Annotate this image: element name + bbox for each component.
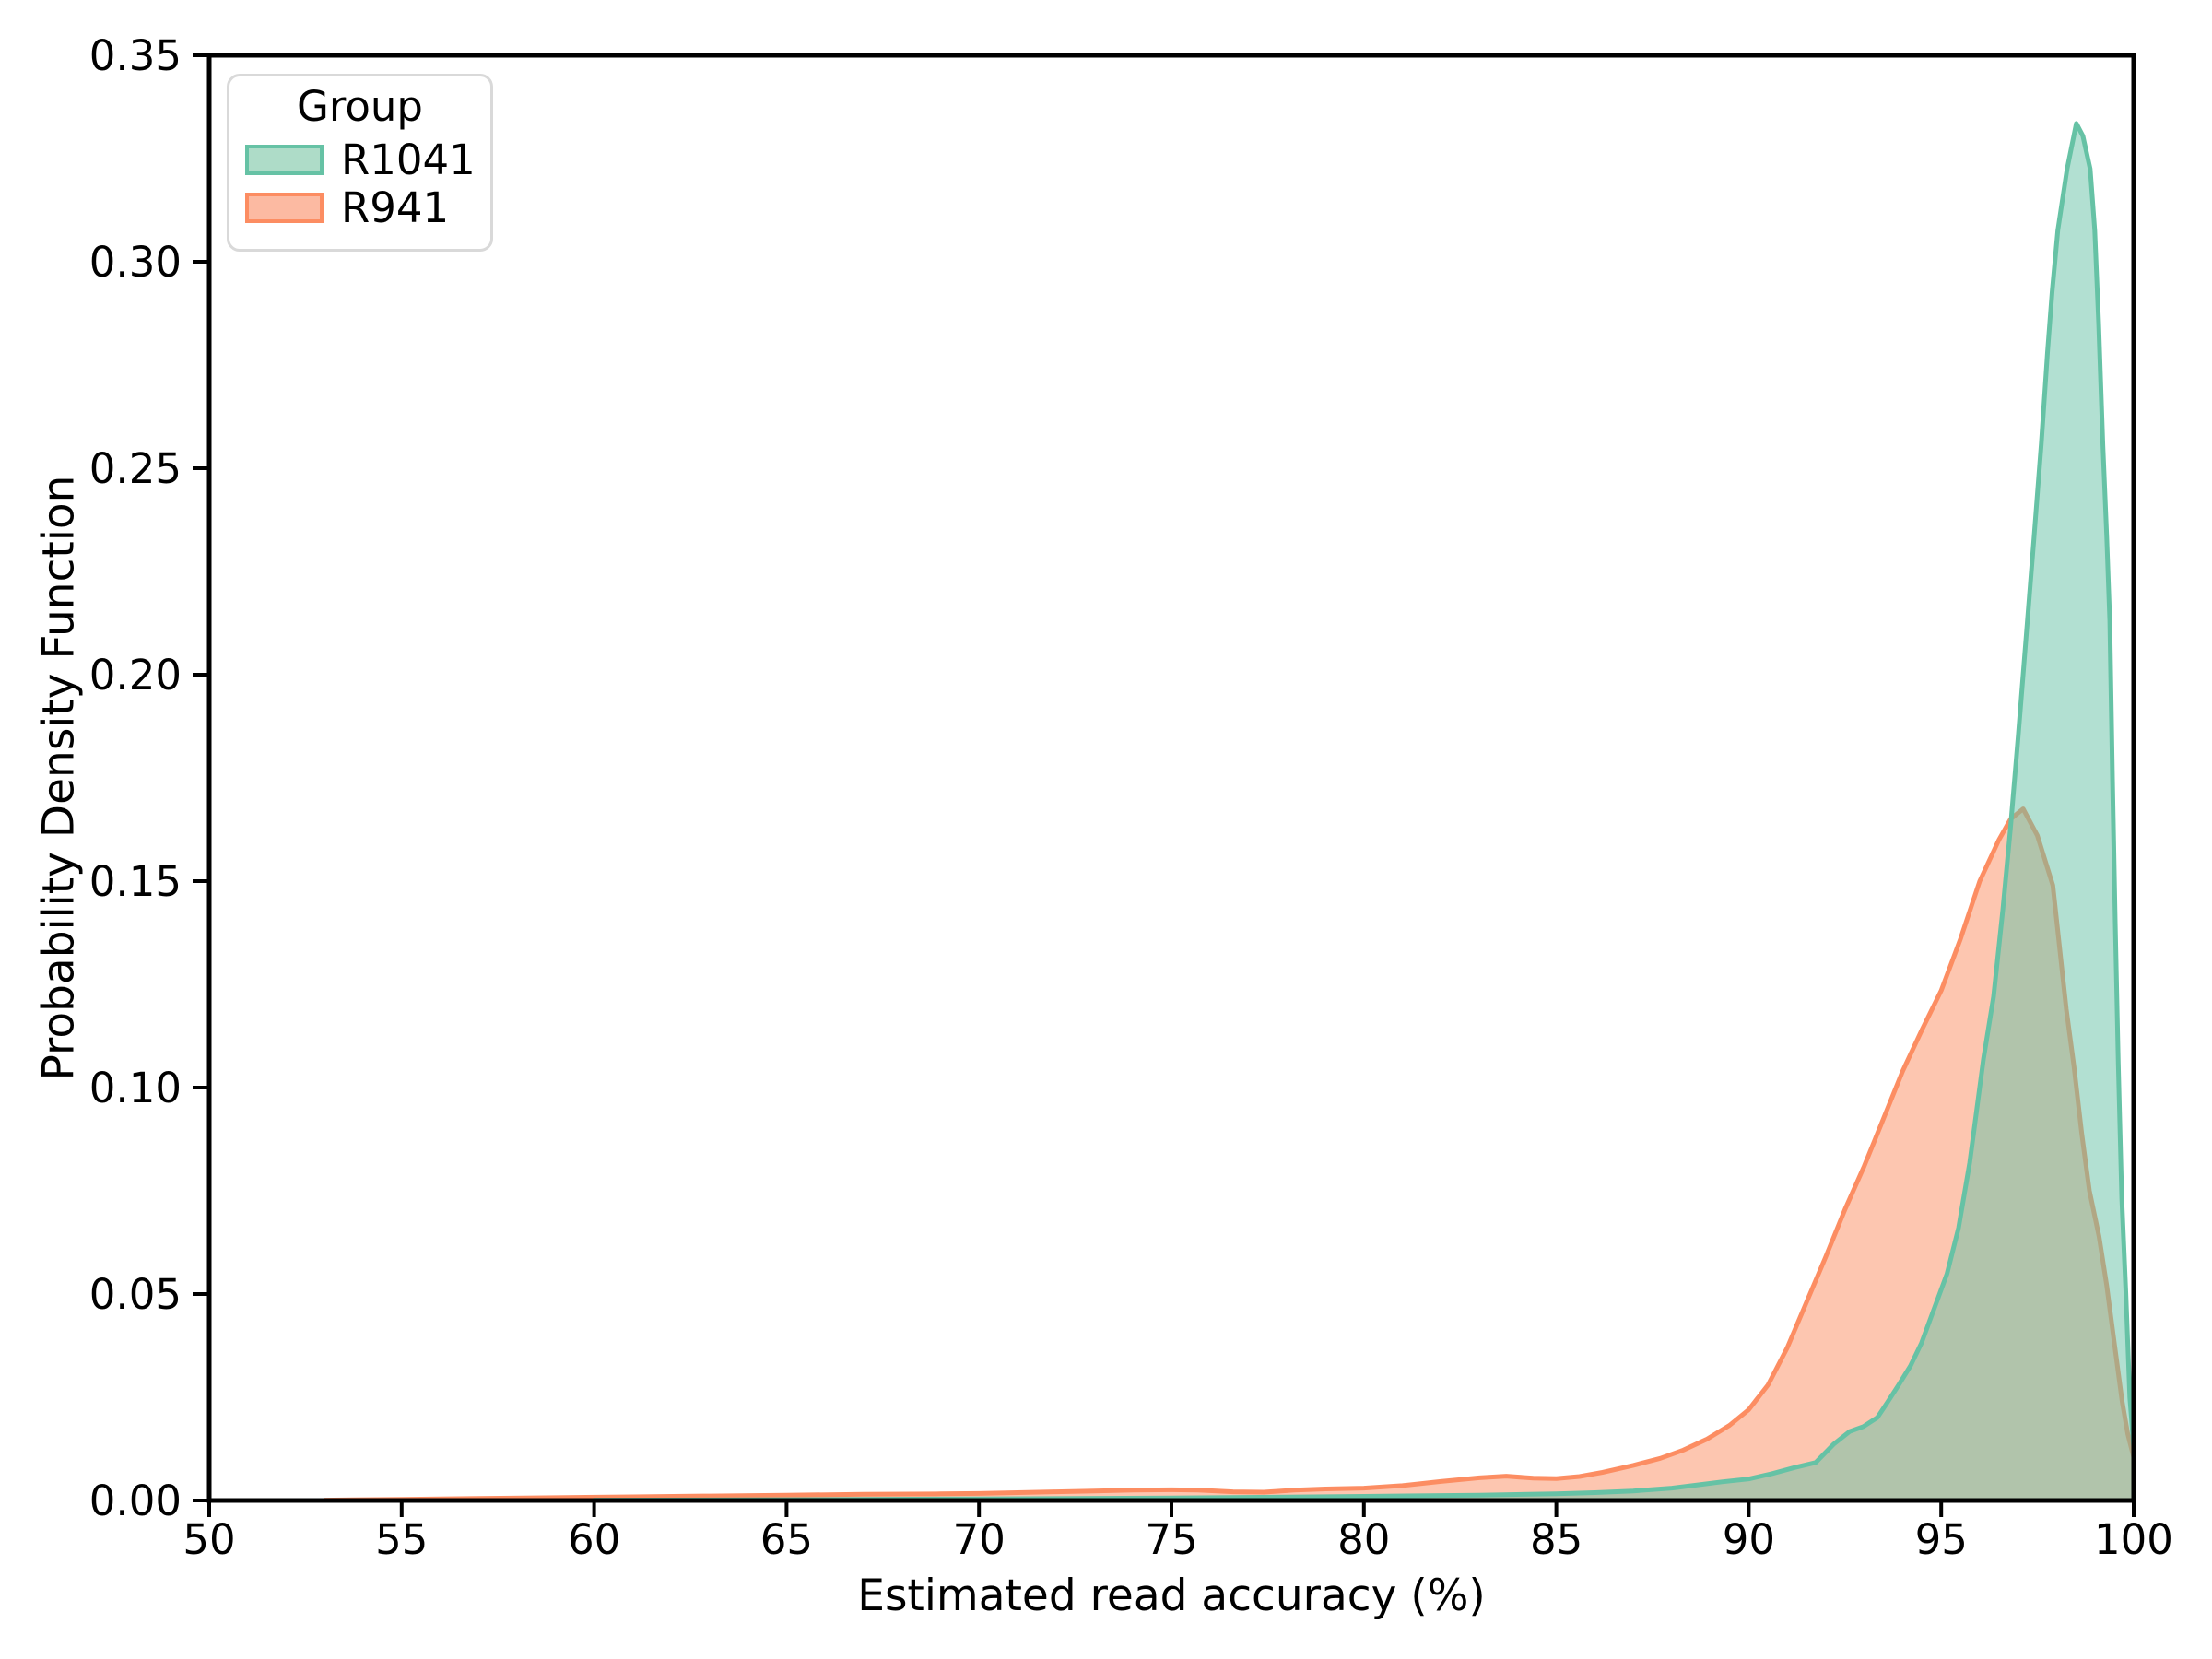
axes-spines [206, 53, 2136, 1503]
x-tick-label: 65 [760, 1515, 813, 1564]
kde-area-r941 [324, 808, 2134, 1500]
y-tick-label: 0.20 [89, 651, 182, 700]
y-tick-label: 0.00 [89, 1477, 182, 1525]
y-tick-label: 0.25 [89, 444, 182, 493]
legend-swatch-r941-icon [245, 192, 324, 223]
y-tick-label: 0.30 [89, 238, 182, 287]
plot-area [322, 121, 2134, 1500]
y-tick-label: 0.35 [89, 31, 182, 80]
kde-area-r1041 [594, 123, 2134, 1500]
x-tick-label: 55 [375, 1515, 428, 1564]
legend-item-r941: R941 [245, 182, 490, 232]
legend-label-r1041: R1041 [341, 135, 476, 184]
x-tick-label: 50 [182, 1515, 235, 1564]
kde-line-r1041 [592, 121, 2134, 1500]
y-tick-label: 0.05 [89, 1270, 182, 1319]
y-axis-label: Probability Density Function [33, 475, 85, 1081]
x-tick-label: 80 [1337, 1515, 1390, 1564]
legend-title: Group [297, 82, 423, 131]
x-axis-label: Estimated read accuracy (%) [857, 1571, 1486, 1621]
legend-swatch-r1041-icon [245, 144, 324, 175]
x-tick-label: 70 [953, 1515, 1006, 1564]
x-tick-label: 75 [1145, 1515, 1197, 1564]
x-tick-label: 60 [568, 1515, 620, 1564]
y-tick-label: 0.15 [89, 857, 182, 906]
legend: Group R1041 R941 [227, 74, 493, 252]
x-tick-label: 90 [1723, 1515, 1775, 1564]
x-tick-label: 85 [1530, 1515, 1583, 1564]
legend-label-r941: R941 [341, 182, 450, 232]
legend-item-r1041: R1041 [245, 135, 490, 184]
y-tick-label: 0.10 [89, 1064, 182, 1112]
x-tick-label: 95 [1915, 1515, 1968, 1564]
x-tick-label: 100 [2094, 1515, 2173, 1564]
